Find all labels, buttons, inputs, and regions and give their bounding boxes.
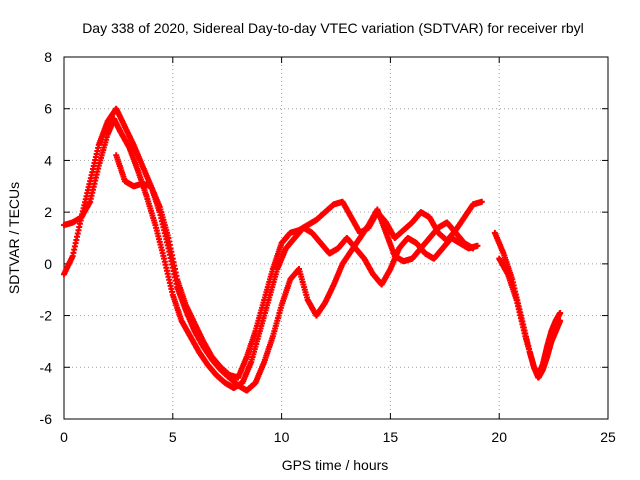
x-tick-label: 10	[274, 429, 290, 445]
y-tick-labels: -6 -4 -2 0 2 4 6 8	[40, 49, 53, 427]
y-tick-label: 4	[44, 152, 52, 168]
data-point	[478, 198, 485, 205]
y-tick-label: 0	[44, 256, 52, 272]
x-axis-label: GPS time / hours	[282, 457, 389, 473]
y-tick-label: -4	[40, 359, 53, 375]
y-tick-label: 8	[44, 49, 52, 65]
x-tick-label: 0	[60, 429, 68, 445]
series-track-5	[496, 255, 564, 379]
series-track-2	[61, 116, 481, 391]
data-point	[557, 309, 564, 316]
x-tick-label: 15	[383, 429, 399, 445]
data-point	[474, 242, 481, 249]
y-axis-label: SDTVAR / TECUs	[6, 182, 22, 294]
series-track-3	[113, 152, 477, 394]
y-tick-label: -6	[40, 411, 53, 427]
axis-ticks	[63, 56, 609, 420]
chart-title: Day 338 of 2020, Sidereal Day-to-day VTE…	[82, 20, 584, 36]
plot-frame	[63, 56, 609, 420]
x-tick-labels: 0 5 10 15 20 25	[60, 429, 616, 445]
x-tick-label: 20	[491, 429, 507, 445]
grid-lines	[64, 57, 608, 419]
data-marks	[61, 105, 564, 394]
y-tick-label: 6	[44, 101, 52, 117]
y-tick-label: 2	[44, 204, 52, 220]
y-tick-label: -2	[40, 308, 53, 324]
x-tick-label: 25	[600, 429, 616, 445]
series-track-4	[491, 229, 564, 381]
x-tick-label: 5	[169, 429, 177, 445]
data-point	[470, 245, 477, 252]
